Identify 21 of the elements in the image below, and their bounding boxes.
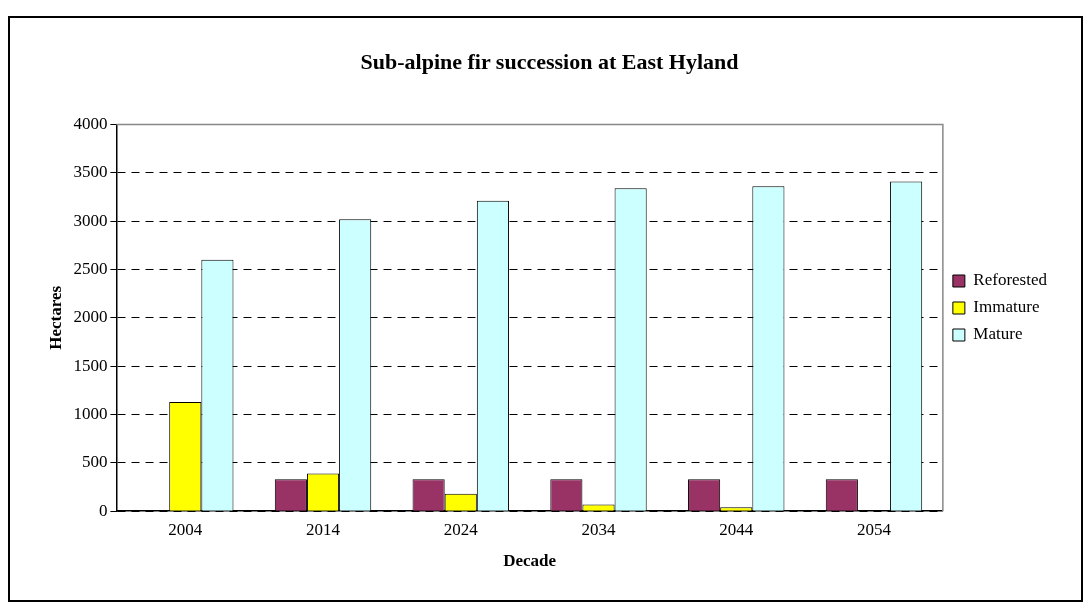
x-tick-label: 2054 [856,519,892,539]
x-tick-label: 2044 [719,519,754,539]
legend-label: Reforested [973,270,1048,290]
y-tick-label: 3000 [73,210,108,230]
y-tick-label: 4000 [73,113,108,133]
y-tick-label: 0 [98,500,108,520]
x-tick-label: 2004 [168,519,203,539]
y-tick-label: 2000 [73,307,108,327]
y-axis-title: Hectares [45,285,65,350]
chart-title: Sub-alpine fir succession at East Hyland [360,48,739,74]
y-tick-label: 3500 [73,162,108,182]
x-tick-label: 2014 [306,519,341,539]
y-tick-label: 500 [81,452,108,472]
y-tick-label: 1000 [73,403,108,423]
x-tick-label: 2024 [443,519,479,539]
y-tick-label: 1500 [73,355,108,375]
x-axis-title: Decade [503,551,557,571]
legend-label: Mature [973,324,1023,344]
y-tick-label: 2500 [73,258,108,278]
x-tick-label: 2034 [581,519,616,539]
legend-label: Immature [973,297,1040,317]
